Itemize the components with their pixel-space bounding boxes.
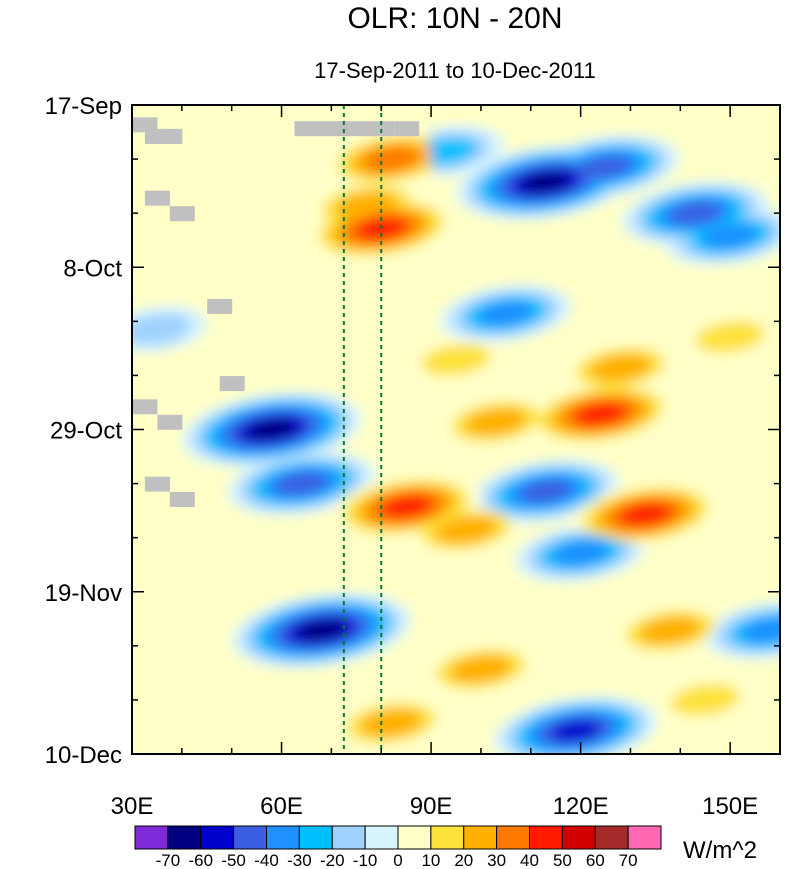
missing-data-cell <box>144 476 170 492</box>
missing-data-cell <box>344 121 370 137</box>
colorbar <box>134 825 662 850</box>
anomaly-contour <box>552 540 609 566</box>
chart-title: OLR: 10N - 20N <box>347 2 562 35</box>
anomaly-contour <box>619 503 672 526</box>
x-tick-label: 60E <box>260 793 303 820</box>
missing-data-cell <box>394 121 420 137</box>
colorbar-swatch <box>331 825 366 850</box>
missing-data-cell <box>132 117 158 133</box>
missing-data-cell <box>132 399 158 415</box>
colorbar-swatch <box>627 825 662 850</box>
anomaly-contour <box>639 616 701 645</box>
anomaly-contour <box>297 620 346 641</box>
anomaly-contour <box>477 301 534 326</box>
colorbar-label: 50 <box>553 851 572 869</box>
y-tick-label: 29-Oct <box>50 418 122 445</box>
anomaly-contour <box>247 419 296 440</box>
colorbar-units: W/m^2 <box>683 837 757 864</box>
colorbar-label: -70 <box>156 851 181 869</box>
missing-data-cell <box>294 121 320 137</box>
colorbar-swatch <box>200 825 235 850</box>
anomaly-contour <box>421 343 491 377</box>
colorbar-label: -20 <box>320 851 345 869</box>
y-axis-tick-labels: 17-Sep 8-Oct 29-Oct 19-Nov 10-Dec <box>45 93 123 769</box>
anomaly-contour <box>579 155 632 179</box>
y-tick-label: 17-Sep <box>45 93 122 120</box>
colorbar-swatch <box>298 825 333 850</box>
anomaly-contour <box>670 683 740 716</box>
anomaly-contour <box>132 313 192 346</box>
colorbar-label: 70 <box>619 851 638 869</box>
anomaly-contour <box>574 402 627 426</box>
colorbar-label: 40 <box>520 851 539 869</box>
anomaly-contour <box>435 516 497 544</box>
missing-data-cell <box>319 121 345 137</box>
anomaly-contour <box>521 172 570 193</box>
colorbar-labels: -70 -60 -50 -40 -30 -20 -10 0 10 20 30 40 50 60 70 <box>156 851 638 869</box>
colorbar-label: -50 <box>221 851 246 869</box>
colorbar-swatch <box>496 825 531 850</box>
colorbar-swatch <box>463 825 498 850</box>
chart-subtitle: 17-Sep-2011 to 10-Dec-2011 <box>314 58 596 83</box>
anomaly-contour <box>702 223 759 249</box>
colorbar-label: 20 <box>454 851 473 869</box>
colorbar-label: -40 <box>254 851 279 869</box>
colorbar-swatch <box>233 825 268 850</box>
anomaly-contour <box>669 201 722 225</box>
y-tick-label: 8-Oct <box>63 255 122 282</box>
anomaly-contour <box>275 472 328 495</box>
anomaly-contour <box>519 479 572 503</box>
colorbar-swatch <box>167 825 202 850</box>
missing-data-cell <box>157 128 183 144</box>
missing-data-cell <box>169 206 195 222</box>
missing-data-cell <box>369 121 395 137</box>
missing-data-cells <box>132 117 420 507</box>
colorbar-label: 30 <box>487 851 506 869</box>
colorbar-swatch <box>594 825 629 850</box>
x-tick-label: 150E <box>702 793 758 820</box>
missing-data-cell <box>169 492 195 507</box>
colorbar-swatch <box>134 825 169 850</box>
colorbar-label: 60 <box>586 851 605 869</box>
colorbar-swatch <box>266 825 300 850</box>
colorbar-label: -60 <box>189 851 214 869</box>
colorbar-label: 10 <box>421 851 440 869</box>
axis-ticks <box>131 104 781 755</box>
missing-data-cell <box>207 298 233 314</box>
x-tick-label: 120E <box>553 793 609 820</box>
anomaly-contour <box>550 720 601 742</box>
anomaly-contour <box>465 408 527 436</box>
missing-data-cell <box>144 190 170 206</box>
plot-area <box>132 105 780 754</box>
anomaly-contour <box>741 618 780 643</box>
colorbar-label: -30 <box>287 851 312 869</box>
colorbar-swatch <box>529 825 563 850</box>
anomaly-contour <box>379 495 433 519</box>
anomaly-contour <box>360 709 422 737</box>
anomaly-contour <box>132 269 190 311</box>
missing-data-cell <box>157 414 183 430</box>
colorbar-swatch <box>397 825 432 850</box>
x-axis-tick-labels: 30E 60E 90E 120E 150E <box>111 793 759 820</box>
colorbar-swatch <box>430 825 465 850</box>
x-tick-label: 90E <box>410 793 453 820</box>
anomaly-contour <box>363 146 420 172</box>
colorbar-swatch <box>561 825 596 850</box>
colorbar-swatch <box>364 825 399 850</box>
y-tick-label: 19-Nov <box>45 580 122 607</box>
anomaly-contour <box>695 320 765 353</box>
x-tick-label: 30E <box>111 793 154 820</box>
missing-data-cell <box>219 376 245 392</box>
anomaly-contour <box>450 655 512 683</box>
anomaly-contour <box>589 353 652 382</box>
y-tick-label: 10-Dec <box>45 742 122 769</box>
colorbar-label: -10 <box>353 851 378 869</box>
colorbar-label: 0 <box>393 851 402 869</box>
